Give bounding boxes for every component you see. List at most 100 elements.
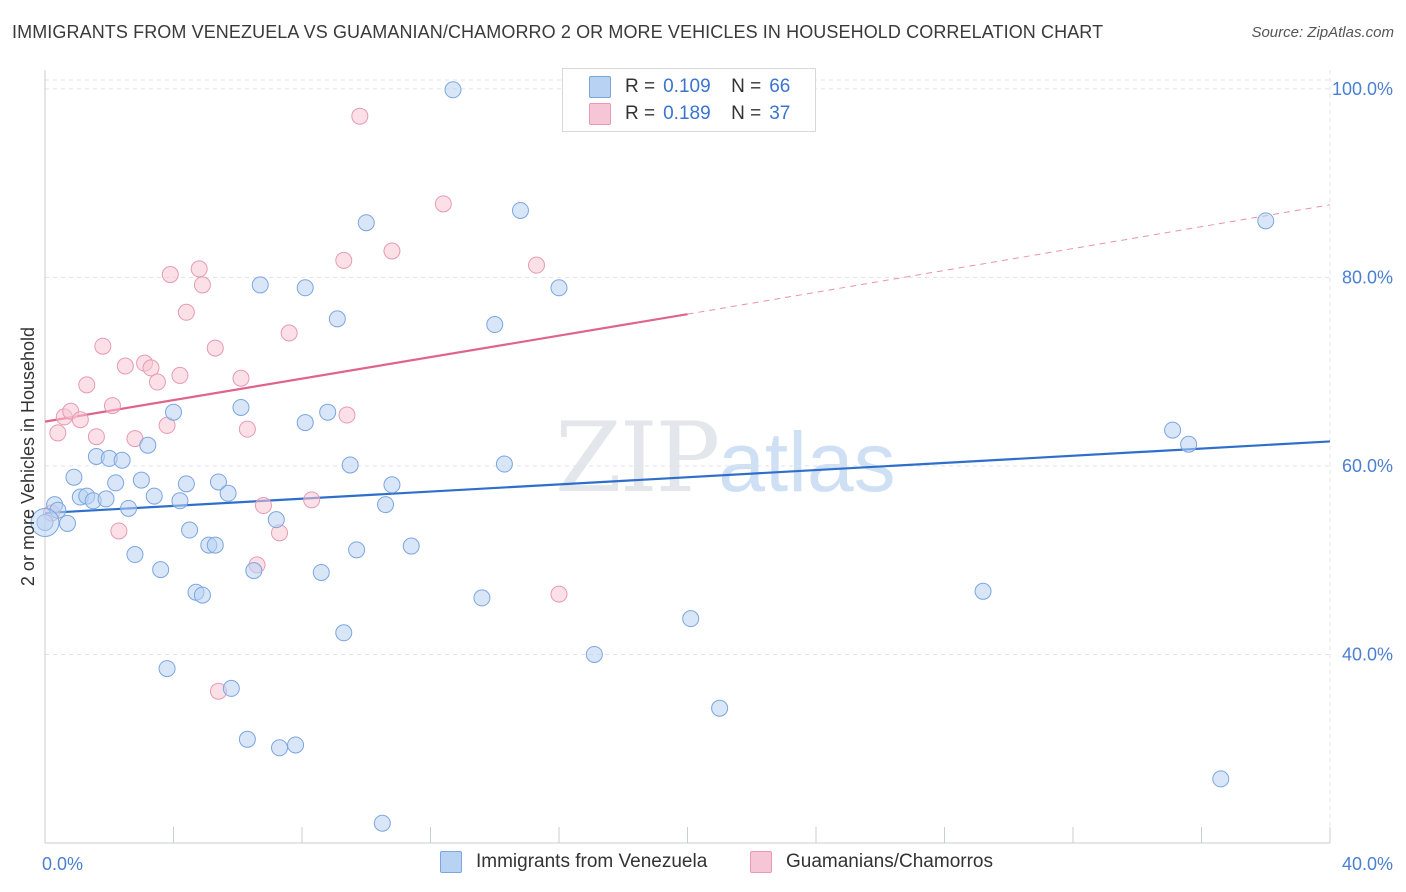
point-venezuela: [444, 81, 462, 99]
point-venezuela: [171, 492, 189, 510]
bottom-legend-swatch-blue: [440, 851, 462, 873]
x-tick-label: 40.0%: [1342, 854, 1393, 874]
point-venezuela: [158, 660, 176, 678]
point-guamanian: [78, 376, 96, 394]
point-venezuela: [319, 403, 337, 421]
point-guamanian: [71, 411, 89, 429]
legend-swatch-blue: [589, 76, 611, 98]
point-guamanian: [193, 276, 211, 294]
point-venezuela: [335, 624, 353, 642]
legend-n-value: 37: [769, 103, 791, 124]
point-guamanian: [338, 406, 356, 424]
bottom-legend-swatch-pink: [750, 851, 772, 873]
point-venezuela: [486, 316, 504, 334]
chart-source: Source: ZipAtlas.com: [1251, 24, 1394, 41]
point-venezuela: [165, 403, 182, 421]
bottom-legend-label: Immigrants from Venezuela: [476, 851, 708, 872]
watermark-atlas: atlas: [718, 415, 896, 509]
point-venezuela: [181, 521, 199, 539]
point-guamanian: [335, 251, 353, 269]
point-guamanian: [171, 366, 189, 384]
legend-swatch-pink: [589, 103, 611, 125]
point-venezuela: [296, 414, 314, 432]
point-guamanian: [177, 303, 195, 321]
point-venezuela: [511, 201, 529, 219]
point-venezuela: [357, 214, 375, 232]
watermark: ZIPatlas: [555, 402, 896, 514]
tick-labels: 40.0% 60.0% 80.0% 100.0% 0.0% 40.0% 2 or more …: [18, 79, 1393, 874]
point-venezuela: [287, 736, 305, 754]
y-tick-label: 60.0%: [1342, 456, 1393, 476]
point-venezuela: [550, 279, 568, 297]
point-venezuela: [238, 730, 256, 748]
legend-r-value: 0.109: [663, 76, 711, 97]
legend-n-label: N =: [731, 103, 762, 124]
point-venezuela: [58, 514, 76, 532]
watermark-zip: ZIP: [555, 402, 720, 514]
x-tick-label: 0.0%: [42, 854, 83, 874]
point-venezuela: [145, 487, 163, 505]
point-guamanian: [116, 357, 134, 375]
point-venezuela: [312, 563, 330, 581]
point-venezuela: [377, 496, 395, 514]
legend-box: R = 0.109 N = 66 R = 0.189 N = 37: [562, 68, 816, 132]
point-venezuela: [271, 739, 289, 757]
bottom-legend-venezuela: Immigrants from Venezuela: [440, 851, 707, 873]
point-venezuela: [126, 546, 144, 564]
point-venezuela: [585, 645, 603, 663]
data-points: [30, 81, 1275, 832]
point-venezuela: [1164, 421, 1182, 439]
point-guamanian: [280, 324, 298, 342]
bottom-legend-guamanian: Guamanians/Chamorros: [750, 851, 993, 873]
legend-r-value: 0.189: [663, 103, 711, 124]
point-venezuela: [139, 436, 157, 454]
point-guamanian: [383, 242, 401, 260]
point-venezuela: [328, 310, 346, 328]
point-venezuela: [65, 468, 83, 486]
point-guamanian: [103, 397, 121, 415]
point-guamanian: [238, 420, 256, 438]
y-tick-label: 40.0%: [1342, 644, 1393, 664]
y-tick-label: 100.0%: [1332, 79, 1393, 99]
legend-r-label: R =: [625, 76, 656, 97]
legend-row-guamanian: R = 0.189 N = 37: [589, 101, 790, 127]
point-venezuela: [341, 456, 359, 474]
point-venezuela: [473, 589, 491, 607]
point-venezuela: [348, 541, 366, 559]
point-venezuela: [267, 511, 285, 529]
point-venezuela: [682, 610, 700, 628]
point-venezuela: [974, 582, 992, 600]
point-venezuela: [97, 490, 115, 508]
point-venezuela: [206, 536, 224, 554]
trend-line-guamanian-extension: [687, 204, 1331, 315]
bottom-legend-label: Guamanians/Chamorros: [786, 851, 993, 872]
point-venezuela: [402, 537, 420, 555]
point-venezuela: [193, 586, 211, 604]
point-venezuela: [132, 471, 150, 489]
point-guamanian: [142, 359, 160, 377]
grid-lines: [45, 70, 1331, 843]
trend-line-venezuela: [44, 440, 1331, 515]
point-guamanian: [94, 337, 112, 355]
point-guamanian: [434, 195, 452, 213]
point-venezuela-large: [30, 507, 60, 537]
point-venezuela: [232, 398, 250, 416]
point-venezuela: [1257, 212, 1275, 230]
point-venezuela: [711, 699, 729, 717]
point-guamanian: [206, 339, 224, 357]
y-tick-label: 80.0%: [1342, 267, 1393, 287]
point-venezuela: [107, 474, 125, 492]
point-guamanian: [110, 522, 128, 540]
point-guamanian: [528, 256, 546, 274]
point-guamanian: [351, 107, 369, 125]
point-guamanian: [303, 491, 321, 509]
point-venezuela: [222, 679, 240, 697]
point-venezuela: [219, 484, 237, 502]
point-venezuela: [177, 475, 195, 493]
point-guamanian: [161, 266, 179, 284]
point-venezuela: [373, 814, 391, 832]
point-venezuela: [383, 476, 401, 494]
point-guamanian: [254, 497, 272, 515]
point-guamanian: [87, 428, 105, 446]
